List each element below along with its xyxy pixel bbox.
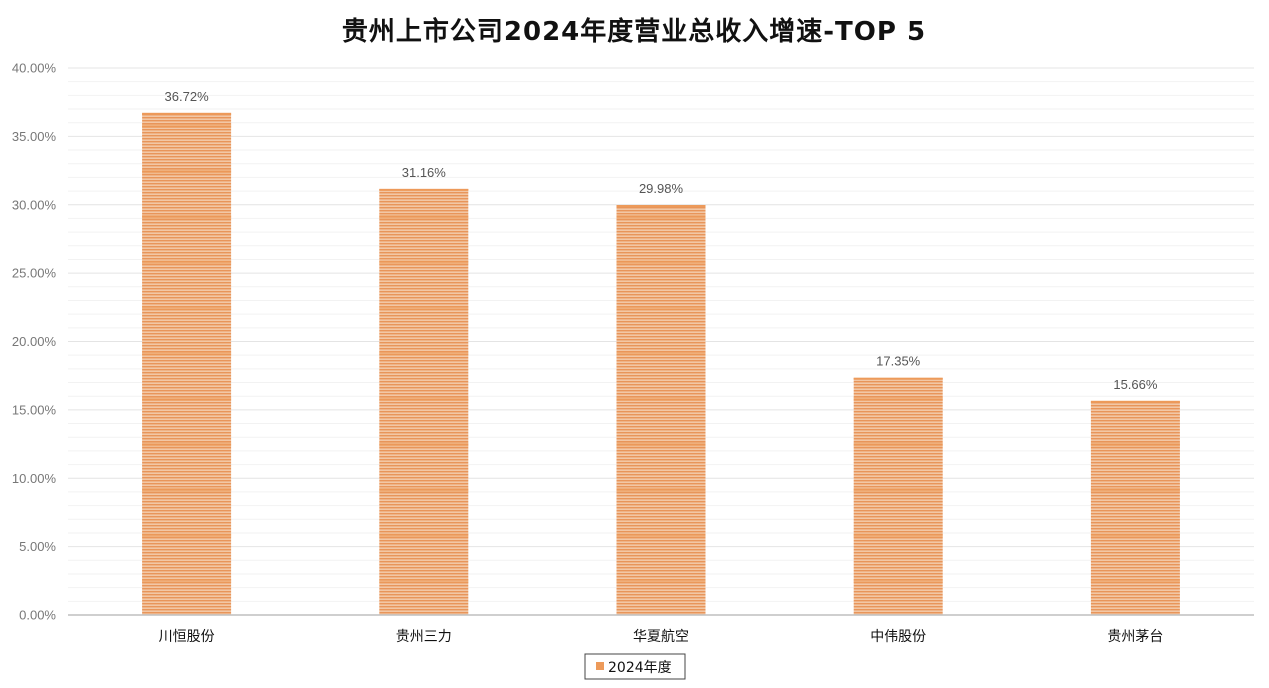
y-axis: 0.00% 5.00% 10.00% 15.00% 20.00% 25.00% 30.00%… [12, 61, 57, 623]
bar-band [1090, 579, 1180, 583]
bar-band [616, 260, 706, 265]
bar-band [616, 351, 706, 356]
bar-band [853, 579, 943, 583]
bar-band [853, 488, 943, 492]
data-label: 29.98% [639, 181, 684, 196]
bar-band [142, 397, 232, 401]
data-label: 17.35% [876, 354, 921, 369]
chart-title: 贵州上市公司2024年度营业总收入增速-TOP 5 [342, 16, 926, 47]
y-tick-label: 20.00% [12, 334, 57, 349]
legend[interactable]: 2024年度 [584, 653, 686, 680]
bar-top [1090, 400, 1180, 403]
bar-band [853, 442, 943, 447]
bar-band [616, 397, 706, 401]
bar-band [142, 215, 232, 219]
bar[interactable] [142, 112, 232, 615]
bar-band [616, 215, 706, 219]
bar-band [379, 351, 469, 356]
bar-band [379, 260, 469, 265]
bar-band [379, 215, 469, 219]
bar-band [616, 442, 706, 447]
bar-band [379, 397, 469, 401]
data-label: 15.66% [1113, 377, 1158, 392]
x-tick-label: 贵州三力 [396, 629, 452, 645]
bar-band [853, 533, 943, 538]
bar-top [379, 188, 469, 191]
x-axis: 川恒股份 贵州三力 华夏航空 中伟股份 贵州茅台 [68, 614, 1254, 645]
y-tick-label: 25.00% [12, 266, 57, 281]
x-tick-label: 华夏航空 [633, 629, 689, 645]
y-tick-label: 0.00% [19, 608, 56, 623]
data-labels: 36.72% 31.16% 29.98% 17.35% 15.66% [165, 89, 1158, 392]
bar-band [616, 533, 706, 538]
bars [142, 112, 1180, 615]
bar-band [379, 306, 469, 310]
y-tick-label: 15.00% [12, 402, 57, 417]
bar-band [142, 579, 232, 583]
x-tick-label: 川恒股份 [159, 629, 215, 645]
bar-band [379, 442, 469, 447]
bar-band [1090, 442, 1180, 447]
bar[interactable] [853, 377, 943, 615]
data-label: 36.72% [165, 89, 210, 104]
bar-top [142, 112, 232, 115]
bar-band [1090, 533, 1180, 538]
x-tick-label: 贵州茅台 [1107, 629, 1163, 645]
bar-top [853, 377, 943, 380]
bar-band [142, 306, 232, 310]
bar-band [142, 442, 232, 447]
y-tick-label: 40.00% [12, 61, 57, 76]
y-tick-label: 30.00% [12, 197, 57, 212]
bar-band [142, 169, 232, 174]
bar-band [142, 533, 232, 538]
bar-band [616, 306, 706, 310]
data-label: 31.16% [402, 165, 447, 180]
bar[interactable] [379, 188, 469, 615]
bar-band [142, 260, 232, 265]
y-tick-label: 5.00% [19, 539, 56, 554]
legend-swatch [596, 662, 604, 670]
bar-band [142, 351, 232, 356]
bar-band [853, 397, 943, 401]
bar-band [616, 579, 706, 583]
y-tick-label: 35.00% [12, 129, 57, 144]
bar-band [379, 533, 469, 538]
bar-band [379, 488, 469, 492]
bar-band [379, 579, 469, 583]
legend-label: 2024年度 [608, 660, 672, 676]
y-tick-label: 10.00% [12, 471, 57, 486]
bar-band [616, 488, 706, 492]
bar-band [1090, 488, 1180, 492]
x-tick-label: 中伟股份 [870, 629, 926, 645]
bar-band [142, 124, 232, 128]
bar-top [616, 205, 706, 208]
bar[interactable] [616, 205, 706, 615]
bar-band [142, 488, 232, 492]
